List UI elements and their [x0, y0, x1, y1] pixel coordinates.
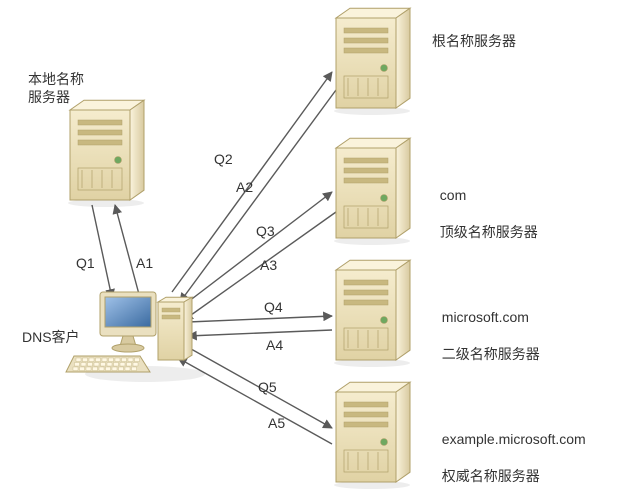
com-server-sub: 顶级名称服务器 — [440, 224, 538, 240]
edge-label-A3: A3 — [260, 256, 277, 274]
edge-label-A1: A1 — [136, 254, 153, 272]
com-server-icon — [334, 138, 410, 245]
dns-client-icon — [66, 292, 205, 382]
edge-label-Q1: Q1 — [76, 254, 95, 272]
edge-A5 — [178, 358, 332, 444]
ms-server-sub: 二级名称服务器 — [442, 346, 540, 362]
dns-client-label: DNS客户 — [22, 328, 80, 346]
ms-server-label: microsoft.com 二级名称服务器 — [434, 290, 540, 363]
com-server-label: com 顶级名称服务器 — [432, 168, 538, 241]
local-server-icon — [68, 100, 144, 207]
ex-server-label: example.microsoft.com 权威名称服务器 — [434, 412, 586, 485]
edge-label-A4: A4 — [266, 336, 283, 354]
edge-A4 — [188, 330, 332, 336]
root-server-label: 根名称服务器 — [432, 32, 516, 50]
edge-label-Q4: Q4 — [264, 298, 283, 316]
edge-Q4 — [188, 316, 332, 322]
ex-server-sub: 权威名称服务器 — [442, 468, 540, 484]
edge-label-A5: A5 — [268, 414, 285, 432]
ms-server-title: microsoft.com — [442, 309, 529, 325]
edge-Q1 — [92, 205, 112, 298]
edge-label-Q5: Q5 — [258, 378, 277, 396]
edge-label-Q3: Q3 — [256, 222, 275, 240]
example-server-icon — [334, 382, 410, 489]
com-server-title: com — [440, 187, 466, 203]
edge-label-A2: A2 — [236, 178, 253, 196]
ex-server-title: example.microsoft.com — [442, 431, 586, 447]
microsoft-server-icon — [334, 260, 410, 367]
root-server-icon — [334, 8, 410, 115]
edge-A2 — [180, 90, 336, 302]
edge-label-Q2: Q2 — [214, 150, 233, 168]
local-server-label: 本地名称 服务器 — [28, 70, 84, 106]
edge-A1 — [115, 205, 140, 298]
